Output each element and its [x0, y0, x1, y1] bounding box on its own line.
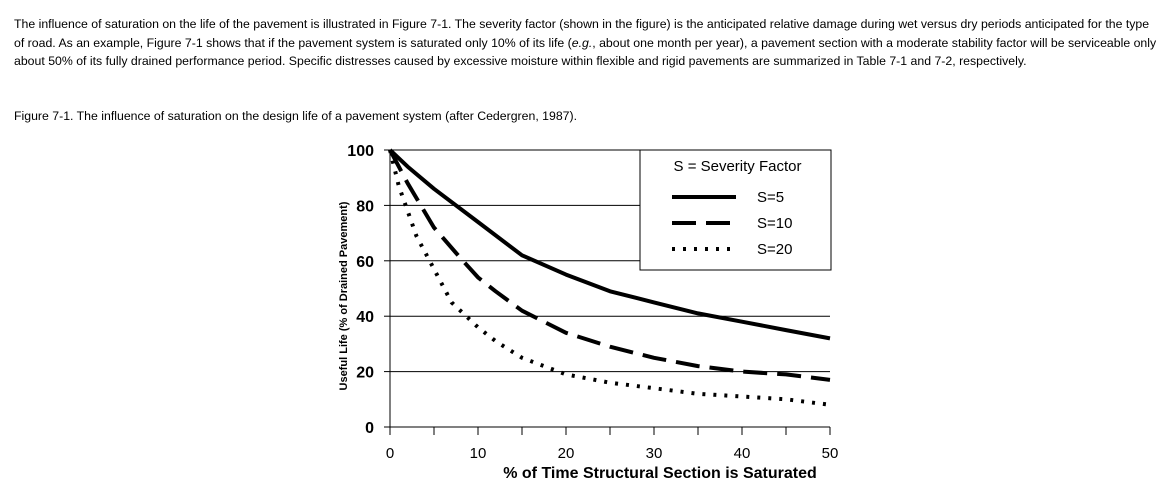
paragraph-part2: , about one month per year), a pavement …: [14, 35, 1157, 69]
y-tick-label-80: 80: [356, 198, 374, 215]
y-tick-label-60: 60: [356, 254, 374, 271]
x-tick-label-0: 0: [386, 445, 394, 462]
y-tick-label-100: 100: [347, 143, 374, 160]
x-tick-label-50: 50: [822, 445, 839, 462]
paragraph-part1: The influence of saturation on the life …: [14, 17, 1150, 50]
y-axis-label: Useful Life (% of Drained Pavement): [338, 201, 350, 390]
x-tick-label-40: 40: [734, 445, 751, 462]
legend-box: [639, 149, 832, 271]
x-axis-label: % of Time Structural Section is Saturate…: [503, 465, 817, 482]
y-tick-label-20: 20: [356, 365, 374, 382]
x-tick-label-10: 10: [470, 445, 487, 462]
paragraph-eg: e.g.: [571, 35, 593, 50]
series-line-s-5: [388, 148, 831, 341]
x-tick-label-20: 20: [558, 445, 575, 462]
legend-title: S = Severity Factor: [674, 158, 802, 175]
legend-label-s-20: S=20: [757, 241, 792, 258]
y-tick-label-0: 0: [365, 420, 374, 437]
figure-caption: Figure 7-1. The influence of saturation …: [14, 109, 578, 123]
x-tick-label-30: 30: [646, 445, 663, 462]
y-tick-label-40: 40: [356, 309, 374, 326]
body-paragraph: The influence of saturation on the life …: [14, 15, 1162, 71]
legend-label-s-5: S=5: [757, 189, 784, 206]
legend-label-s-10: S=10: [757, 215, 792, 232]
